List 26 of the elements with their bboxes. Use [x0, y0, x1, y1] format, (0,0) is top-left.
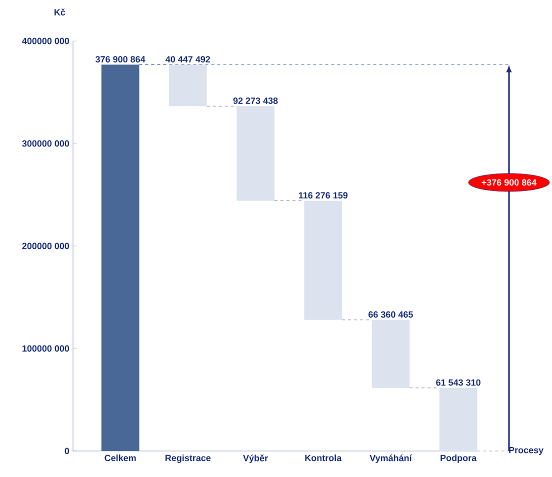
bar	[439, 388, 478, 451]
x-tick-label: Celkem	[104, 454, 136, 462]
y-tick-label: 400000 000	[22, 38, 70, 44]
y-tick-label: 0	[64, 448, 70, 454]
data-label: 376 900 864	[95, 56, 146, 62]
legend-label: +376 900 864	[482, 179, 537, 186]
x-tick-label: Kontrola	[305, 454, 342, 462]
bar	[372, 320, 410, 388]
bar	[101, 64, 140, 451]
bar	[304, 200, 342, 320]
x-tick-label: Podpora	[440, 454, 477, 463]
x-tick-label: Výběr	[243, 454, 268, 464]
data-label: 61 543 310	[436, 379, 480, 386]
y-tick-label: 200000 000	[22, 242, 70, 250]
x-tick-label: Registrace	[166, 454, 211, 463]
data-label: 66 360 465	[368, 311, 413, 318]
bar	[168, 64, 207, 106]
y-tick-label: 300000 000	[22, 140, 70, 147]
data-label: 40 447 492	[166, 56, 210, 62]
x-axis-title: Procesy	[509, 446, 544, 456]
y-axis-title: Kč	[54, 8, 66, 16]
bar	[236, 106, 274, 201]
data-label: 116 276 159	[298, 192, 348, 199]
y-tick-label: 100000 000	[22, 345, 70, 352]
data-label: 92 273 438	[233, 98, 278, 104]
x-tick-label: Vymáhání	[370, 454, 412, 463]
